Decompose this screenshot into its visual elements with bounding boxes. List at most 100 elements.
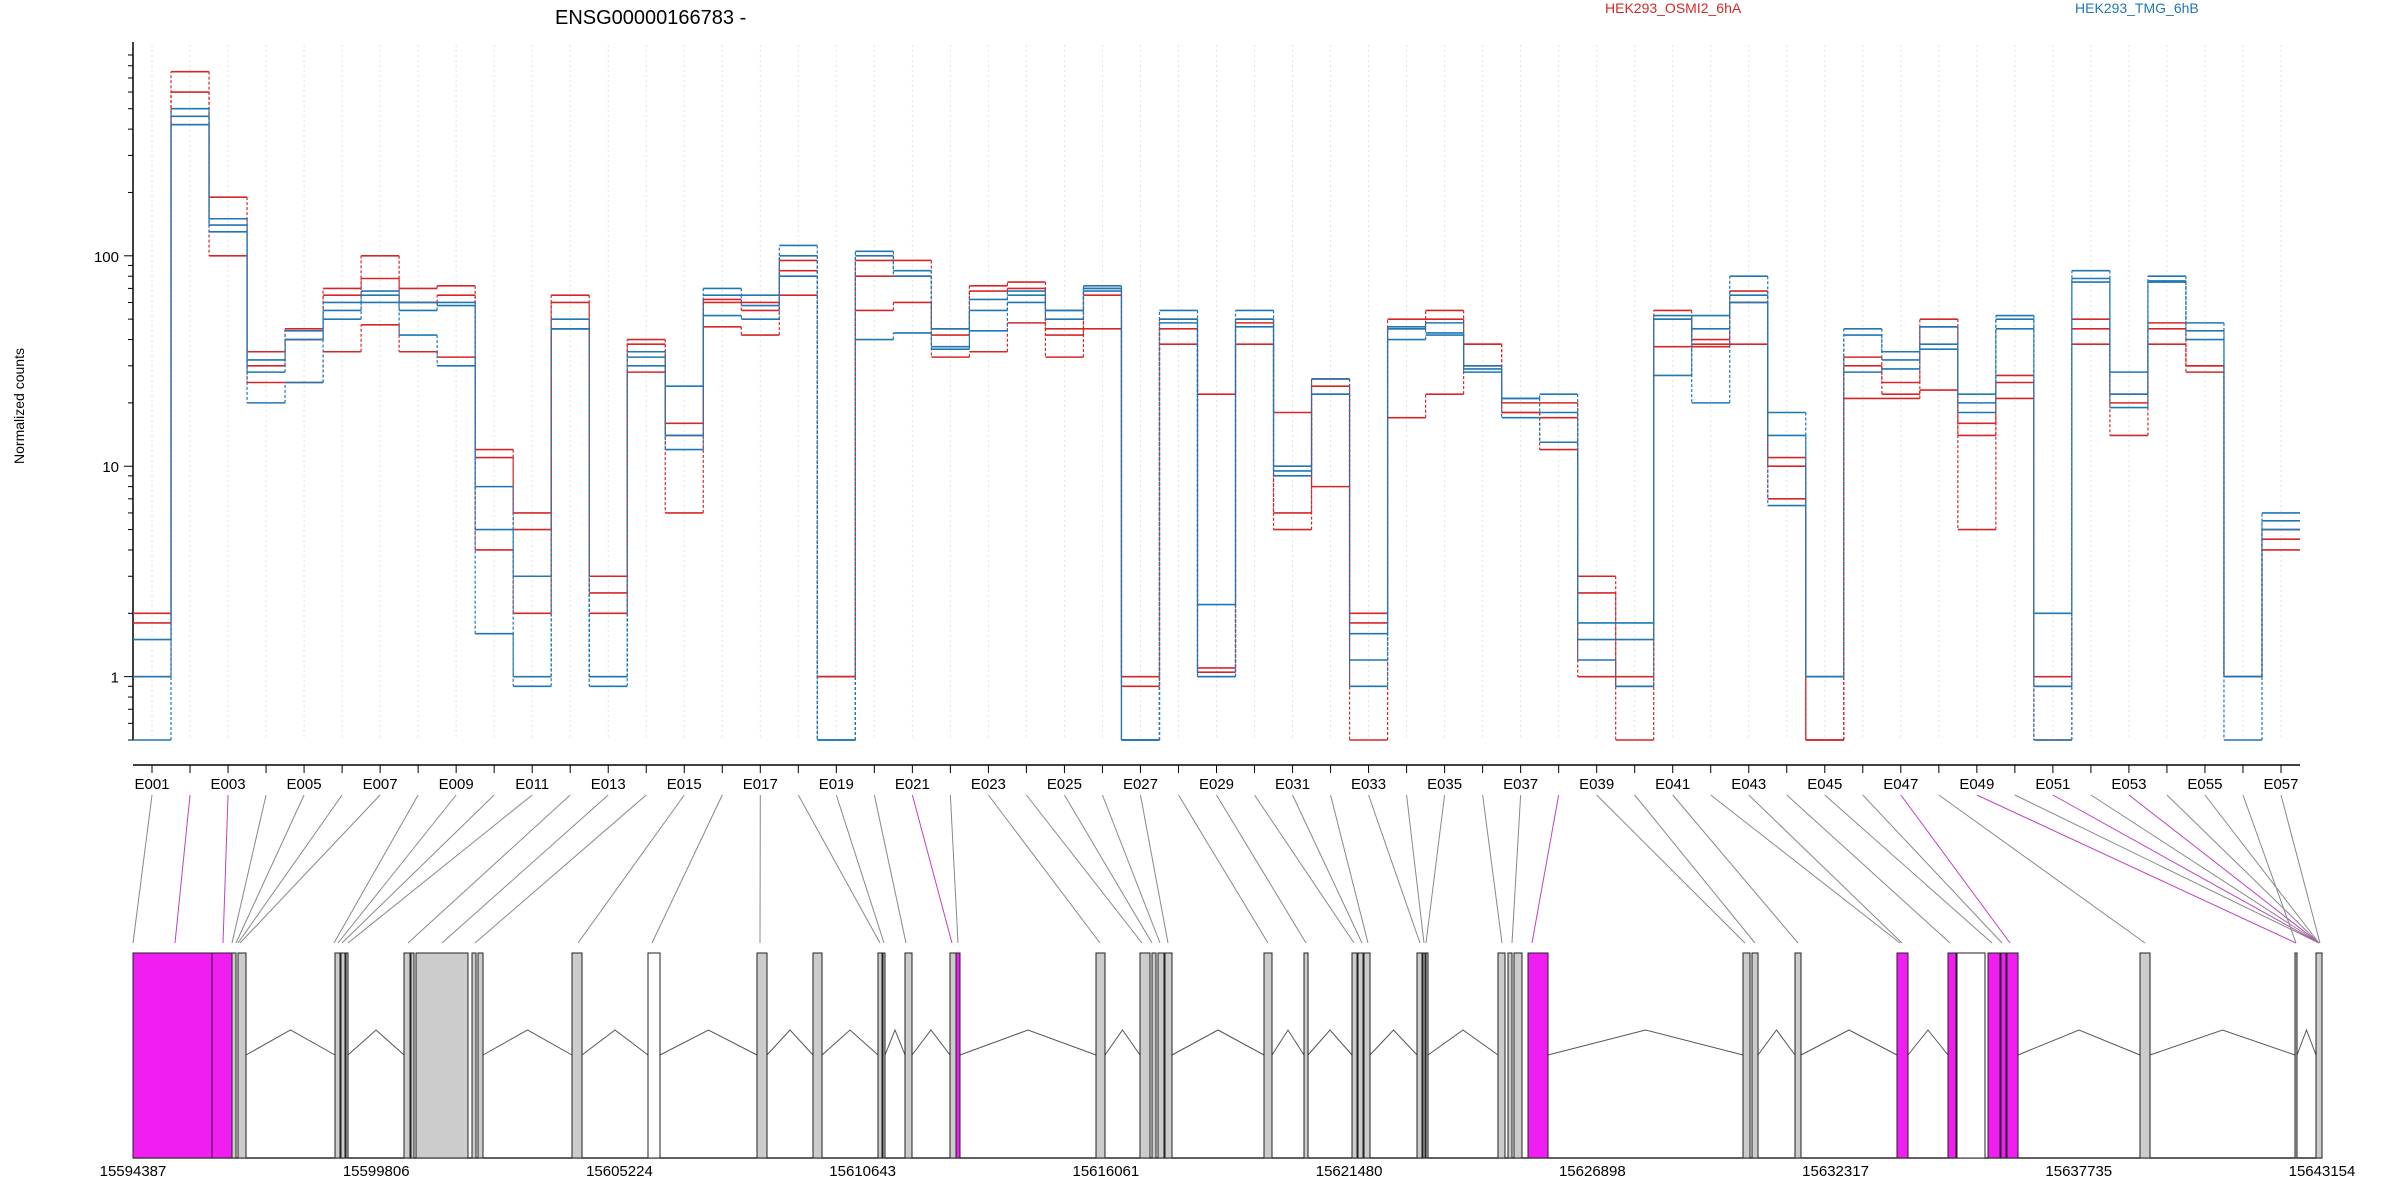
exon-box [1947, 952, 1957, 1159]
exon-connector [407, 794, 571, 944]
exon-connector [2280, 794, 2321, 944]
x-tick-label: E003 [211, 776, 246, 793]
exon-box [1151, 952, 1157, 1159]
intron-line [482, 1029, 573, 1056]
exon-box [1742, 952, 1751, 1159]
legend-entry-tmg: HEK293_TMG_6hB [2075, 0, 2199, 16]
exon-box [1416, 952, 1423, 1159]
x-tick-label: E057 [2263, 776, 2298, 793]
y-axis: 1 10 100 [94, 42, 134, 741]
gene-model [132, 952, 2323, 1159]
exon-connectors [132, 794, 2321, 944]
exon-box [1357, 952, 1364, 1159]
exon-box [2139, 952, 2151, 1159]
intron-line [1907, 1029, 1949, 1056]
exon-box [955, 952, 961, 1159]
x-tick-label: E015 [667, 776, 702, 793]
exon-box [1425, 952, 1429, 1159]
x-tick-label: E055 [2187, 776, 2222, 793]
intron-line [1547, 1029, 1744, 1056]
exon-connector [1862, 794, 2003, 944]
exon-connector [2014, 794, 2320, 944]
exon-connector [174, 794, 191, 944]
exon-box [1794, 952, 1802, 1159]
exon-connector [2052, 794, 2320, 944]
intron-line [821, 1029, 879, 1056]
x-tick-label: E021 [895, 776, 930, 793]
exon-box [403, 952, 411, 1159]
exon-connector [1531, 794, 1560, 944]
exon-connector [347, 794, 533, 944]
exon-connector [651, 794, 723, 944]
exon-box [877, 952, 883, 1159]
intron-line [1307, 1029, 1353, 1056]
x-tick-label: E039 [1579, 776, 1614, 793]
exon-connector [1900, 794, 2011, 944]
exon-connector [239, 794, 381, 944]
exon-connector [132, 794, 153, 944]
exon-box [1987, 952, 2001, 1159]
x-tick-label: E023 [971, 776, 1006, 793]
exon-connector [235, 794, 305, 944]
genomic-coordinate-label: 15621480 [1316, 1163, 1383, 1180]
exon-connector [873, 794, 907, 944]
x-tick-label: E019 [819, 776, 854, 793]
exon-box [1956, 952, 1986, 1159]
exon-connector [1672, 794, 1799, 944]
exon-connector [1976, 794, 2297, 944]
exon-box [1513, 952, 1523, 1159]
exon-connector [2090, 794, 2320, 944]
exon-box [1157, 952, 1165, 1159]
exon-box [1896, 952, 1909, 1159]
exon-box [2315, 952, 2323, 1159]
plot-area [133, 70, 2300, 741]
exon-box [756, 952, 768, 1159]
exon-connector [1063, 794, 1153, 944]
exon-connector [1292, 794, 1363, 944]
exon-box [1422, 952, 1426, 1159]
exon-box [812, 952, 823, 1159]
intron-line [659, 1029, 758, 1056]
genomic-coordinate-label: 15637735 [2045, 1163, 2112, 1180]
exon-connector [237, 794, 343, 944]
exon-connector [1139, 794, 1169, 944]
exon-connector [337, 794, 457, 944]
exon-connector [1406, 794, 1425, 944]
exon-connector [1748, 794, 1903, 944]
exon-connector [835, 794, 885, 944]
exon-box [1303, 952, 1309, 1159]
x-tick-label: E051 [2035, 776, 2070, 793]
exon-connector [1026, 794, 1143, 944]
exon-connector [1482, 794, 1503, 944]
exon-box [132, 952, 213, 1159]
exon-box [1497, 952, 1506, 1159]
exon-box [477, 952, 484, 1159]
genomic-coordinate-label: 15605224 [586, 1163, 653, 1180]
x-tick-label: E037 [1503, 776, 1538, 793]
exon-connector [2166, 794, 2320, 944]
exon-connector [1216, 794, 1307, 944]
genomic-coordinate-label: 15632317 [1802, 1163, 1869, 1180]
exon-box [415, 952, 469, 1159]
intron-line [1104, 1029, 1141, 1056]
exon-connector [2204, 794, 2320, 944]
x-tick-label: E005 [287, 776, 322, 793]
exon-box [2294, 952, 2298, 1159]
x-tick-label: E025 [1047, 776, 1082, 793]
genomic-coordinate-label: 15626898 [1559, 1163, 1626, 1180]
exon-connector [1824, 794, 1993, 944]
exon-connector [1634, 794, 1756, 944]
exon-connector [987, 794, 1101, 944]
genomic-coordinate-label: 15610643 [829, 1163, 896, 1180]
genomic-axis: 15594387 15599806 15605224 15610643 15616061… [100, 1163, 2356, 1180]
exon-connector [1368, 794, 1421, 944]
exon-connector [231, 794, 267, 944]
exon-box [1751, 952, 1759, 1159]
exon-box [949, 952, 957, 1159]
intron-line [245, 1029, 336, 1056]
exon-box [882, 952, 886, 1159]
exon-connector [341, 794, 495, 944]
intron-line [1271, 1029, 1305, 1056]
exon-box [2006, 952, 2019, 1159]
